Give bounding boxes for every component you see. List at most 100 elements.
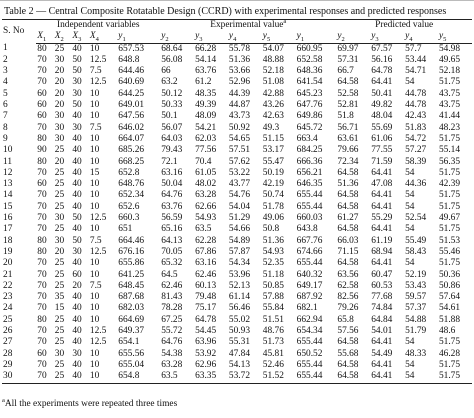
table-cell: 51.36 (337, 179, 359, 190)
group-header: Predicted value (336, 19, 472, 32)
table-cell: 70 (37, 66, 47, 77)
table-cell: 62.28 (195, 235, 217, 246)
table-cell: 25 (54, 179, 65, 190)
table-cell: 655.44 (296, 359, 323, 370)
table-cell: 70 (37, 122, 47, 133)
table-row: 6 60 20 50 10 649.01 50.33 49.39 44.87 43.26 647.7… (2, 100, 472, 111)
table-cell: 70 (37, 359, 47, 370)
table-row: 2 70 30 50 12.5 648.8 56.08 54.14 51.36 48.88 652.… (2, 55, 472, 66)
table-cell: 54.66 (228, 224, 251, 235)
table-cell: 64.41 (371, 167, 393, 178)
col-header: y3 (194, 31, 228, 44)
table-row: 16 70 30 50 12.5 660.3 56.59 54.93 51.29 49.06 660… (2, 213, 472, 224)
table-cell: 22 (3, 280, 13, 291)
table-cell: 20 (54, 100, 65, 111)
table-cell: 652.34 (118, 190, 145, 201)
table-cell: 49.82 (371, 100, 393, 111)
table-cell: 652.8 (118, 167, 140, 178)
table-cell: 20 (72, 280, 82, 291)
table-cell: 50.12 (161, 88, 183, 99)
table-cell: 64.58 (337, 201, 359, 212)
table-cell: 70 (37, 258, 47, 269)
table-cell: 10 (89, 43, 100, 54)
table-cell: 1 (3, 43, 8, 54)
table-row: 25 80 25 40 10 664.69 67.25 64.78 55.02 51.51 662.… (2, 315, 472, 326)
table-cell: 9 (3, 133, 8, 144)
table-cell: 52.46 (262, 359, 284, 370)
table-cell: 54 (405, 201, 415, 212)
table-cell: 7.5 (89, 235, 102, 246)
table-cell: 54.65 (228, 133, 251, 144)
table-cell: 8 (3, 122, 8, 133)
table-cell: 10 (89, 359, 100, 370)
table-cell: 54.88 (405, 314, 427, 325)
table-cell: 51.75 (438, 77, 461, 88)
table-cell: 48.33 (405, 348, 427, 359)
table-cell: 648.45 (118, 280, 145, 291)
table-cell: 42.19 (262, 179, 284, 190)
table-cell: 63.16 (161, 167, 183, 178)
table-cell: 44.87 (228, 100, 251, 111)
table-cell: 10 (88, 371, 118, 384)
table-cell: 649.17 (296, 280, 323, 291)
table-cell: 10 (89, 348, 100, 359)
table-cell: 51.88 (438, 314, 461, 325)
table-cell: 51.75 (438, 133, 461, 144)
table-cell: 63.61 (337, 133, 359, 144)
table-cell: 79.66 (337, 145, 359, 156)
col-header: y1 (117, 31, 161, 44)
table-cell: 17 (3, 224, 13, 235)
table-cell: 51.75 (438, 201, 461, 212)
table-cell: 666.36 (296, 156, 323, 167)
table-cell: 654.8 (117, 371, 161, 384)
footnote: aAll the experiments were repeated three… (2, 397, 177, 409)
table-cell: 77.56 (195, 145, 217, 156)
table-cell: 644.25 (118, 88, 145, 99)
table-cell: 55.31 (228, 337, 251, 348)
table-cell: 40 (72, 326, 82, 337)
table-cell: 51.75 (437, 371, 472, 384)
table-cell: 25 (54, 43, 65, 54)
table-cell: 51.29 (228, 213, 251, 224)
table-cell: 53.44 (405, 54, 427, 65)
table-cell: 64.13 (161, 235, 183, 246)
table-cell: 61.19 (371, 235, 393, 246)
table-cell: 74.84 (371, 303, 393, 314)
table-cell: 41.44 (438, 111, 461, 122)
table-cell: 54.93 (195, 213, 217, 224)
table-cell: 50.1 (161, 111, 178, 122)
table-cell: 685.26 (118, 145, 145, 156)
col-symbol: y (118, 31, 123, 42)
table-cell: 645.23 (296, 88, 323, 99)
table-cell: 40 (72, 359, 82, 370)
table-cell: 56.59 (161, 213, 183, 224)
table-cell: 652.6 (118, 201, 140, 212)
table-cell: 52.96 (228, 77, 251, 88)
table-cell: 46.28 (438, 348, 461, 359)
table-cell: 25 (54, 280, 65, 291)
table-cell: 68.64 (161, 43, 183, 54)
table-cell: 65.32 (161, 258, 183, 269)
table-cell: 30 (72, 246, 82, 257)
table-cell: 10 (89, 314, 100, 325)
table-cell: 25 (54, 337, 65, 348)
table-cell: 50 (72, 100, 82, 111)
table-cell: 53.92 (195, 348, 217, 359)
table-cell: 20 (54, 246, 65, 257)
table-cell: 61.05 (195, 167, 217, 178)
table-head: S. No Independent variables Experimental… (2, 18, 472, 44)
group-header: Independent variables (36, 19, 161, 32)
table-cell: 55.29 (371, 213, 393, 224)
table-cell: 70 (37, 224, 47, 235)
table-cell: 52.58 (337, 88, 359, 99)
table-cell: 71.59 (371, 156, 393, 167)
table-cell: 79.43 (161, 145, 183, 156)
table-row: 15 70 25 40 10 652.6 63.76 62.66 54.04 51.78 655.4… (2, 202, 472, 213)
table-cell: 56.35 (438, 156, 461, 167)
table-cell: 64.41 (370, 371, 405, 384)
table-row: 23 70 35 40 10 687.68 81.43 79.48 61.14 57.88 687.… (2, 292, 472, 303)
table-cell: 47.08 (371, 179, 393, 190)
table-cell: 80 (37, 235, 47, 246)
table-cell: 43.75 (438, 100, 461, 111)
table-cell: 77.55 (371, 145, 393, 156)
